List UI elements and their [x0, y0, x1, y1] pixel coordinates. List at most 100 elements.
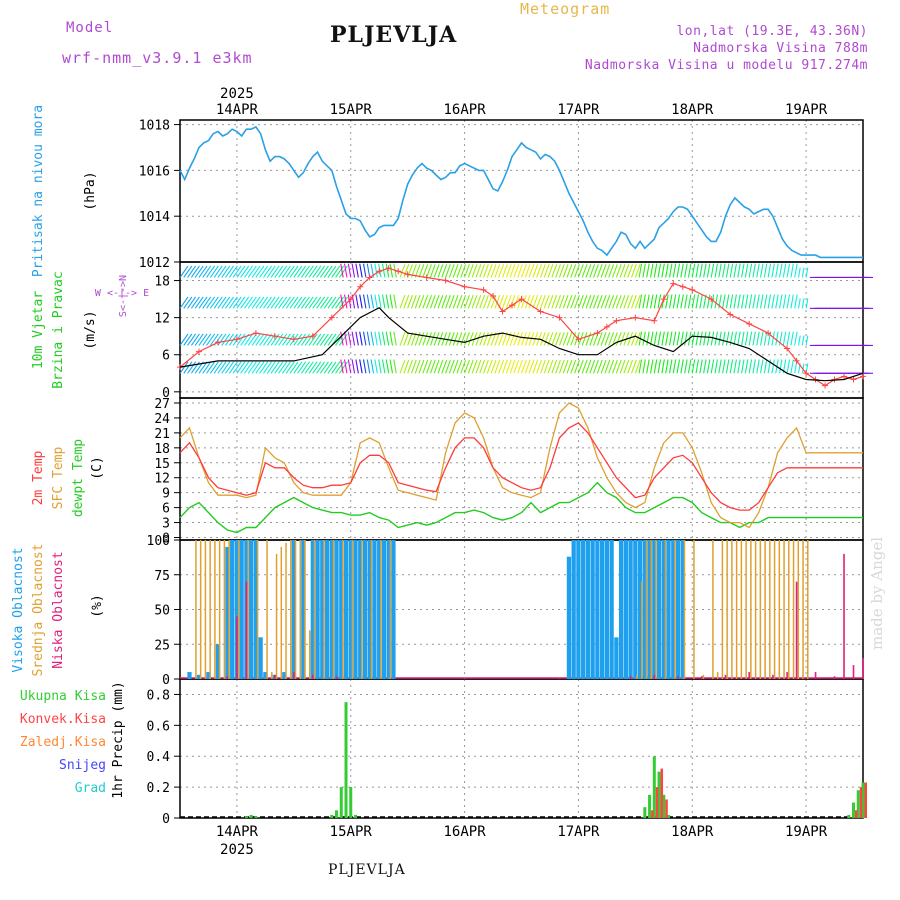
wind-direction-arrow [297, 265, 307, 278]
wind-direction-arrow [407, 295, 413, 309]
wind-direction-arrow [744, 359, 749, 374]
wind-direction-arrow [725, 263, 730, 278]
wind-direction-arrow [319, 361, 329, 374]
wind-direction-arrow [797, 335, 801, 346]
wind-direction-arrow [714, 359, 718, 374]
wind-direction-arrow [767, 294, 772, 309]
wind-direction-arrow [278, 296, 288, 309]
wind-direction-arrow [695, 359, 700, 374]
wind-direction-arrow [649, 294, 654, 309]
wind-direction-arrow [366, 331, 371, 346]
wind-direction-arrow [805, 298, 809, 309]
wind-direction-arrow [725, 331, 730, 346]
pressure-ytick-label: 1014 [139, 210, 170, 225]
wind-direction-arrow [646, 294, 650, 309]
wind-direction-arrow [281, 361, 291, 374]
mid-cloud-bar [361, 540, 363, 679]
wind-direction-arrow [399, 295, 406, 309]
wind-direction-arrow [327, 361, 337, 374]
wind-direction-arrow [359, 359, 363, 374]
wind-direction-arrow [684, 263, 688, 278]
wind-direction-arrow [714, 263, 718, 278]
wind-direction-arrow [680, 294, 684, 309]
wind-direction-arrow [385, 359, 390, 374]
wind-direction-arrow [786, 263, 791, 278]
wind-direction-arrow [763, 263, 768, 278]
wind-direction-arrow [362, 331, 367, 346]
wind-direction-arrow [393, 359, 397, 374]
mid-cloud-bar [280, 546, 283, 679]
wind-direction-arrow [331, 265, 341, 278]
wind-direction-arrow [771, 294, 775, 309]
wind-direction-arrow [327, 265, 337, 278]
temp-ylabel-3: dewpt Temp [71, 439, 86, 517]
wind-direction-arrow [555, 359, 561, 374]
low-cloud-bar [724, 674, 727, 679]
wind-gust-marker [594, 330, 601, 337]
wind-direction-arrow [479, 264, 486, 278]
wind-direction-arrow [441, 295, 448, 309]
cloud-yunit: (%) [90, 594, 105, 617]
wind-direction-arrow [340, 359, 344, 374]
wind-direction-arrow [393, 294, 397, 309]
wind-direction-arrow [585, 332, 592, 346]
wind-direction-arrow [385, 331, 390, 346]
mid-cloud-bar [769, 540, 771, 679]
wind-direction-arrow [790, 359, 794, 374]
wind-direction-arrow [340, 294, 344, 309]
wind-direction-arrow [794, 331, 798, 346]
wind-direction-arrow [221, 361, 231, 374]
wind-direction-arrow [422, 295, 429, 309]
wind-direction-arrow [748, 263, 753, 278]
wind-direction-arrow [562, 295, 569, 309]
wind-direction-arrow [574, 295, 580, 309]
wind-direction-arrow [532, 264, 539, 278]
wind-direction-arrow [498, 264, 505, 278]
mid-cloud-bar [778, 540, 781, 679]
wind-direction-arrow [190, 296, 200, 309]
high-cloud-bar [348, 540, 353, 679]
wind-direction-arrow [270, 361, 280, 374]
wind-direction-arrow [600, 359, 607, 374]
high-cloud-bar [656, 540, 662, 679]
wind-direction-arrow [778, 294, 783, 309]
wind-direction-arrow [343, 294, 348, 309]
precip-legend-item: Ukupna Kisa [20, 689, 106, 704]
wind-direction-arrow [680, 359, 684, 374]
wind-direction-arrow [471, 359, 478, 374]
mid-cloud-bar [323, 540, 325, 679]
high-cloud-bar [367, 540, 372, 679]
wind-direction-arrow [612, 295, 618, 309]
wind-direction-arrow [335, 296, 345, 309]
mid-cloud-bar [674, 540, 676, 679]
wind-gust-marker [603, 323, 610, 330]
wind-direction-arrow [331, 361, 341, 374]
wind-ytick-label: 12 [154, 312, 170, 327]
pressure-ytick-label: 1012 [139, 256, 170, 271]
wind-direction-arrow [335, 361, 345, 374]
high-cloud-bar [358, 540, 363, 679]
wind-direction-arrow [703, 331, 707, 346]
total-precip-bar [339, 787, 343, 818]
temperature-ytick-label: 21 [154, 427, 170, 442]
wind-direction-arrow [600, 332, 607, 346]
total-precip-bar [353, 814, 357, 818]
wind-direction-arrow [566, 295, 573, 309]
wind-direction-arrow [259, 265, 269, 278]
wind-direction-arrow [378, 294, 382, 309]
wind-direction-arrow [733, 263, 737, 278]
wind-direction-arrow [699, 263, 703, 278]
high-cloud-bar [334, 540, 339, 679]
wind-direction-arrow [494, 264, 501, 278]
conv-precip-bar [859, 787, 863, 818]
wind-direction-arrow [513, 264, 520, 278]
wind-direction-arrow [251, 265, 261, 278]
wind-direction-arrow [631, 359, 637, 374]
wind-direction-arrow [505, 295, 512, 309]
low-cloud-bar [677, 676, 679, 679]
wind-direction-arrow [649, 359, 654, 374]
wind-direction-arrow [566, 264, 573, 278]
wind-direction-arrow [456, 332, 463, 346]
wind-direction-arrow [509, 359, 516, 374]
wind-direction-arrow [448, 264, 455, 278]
